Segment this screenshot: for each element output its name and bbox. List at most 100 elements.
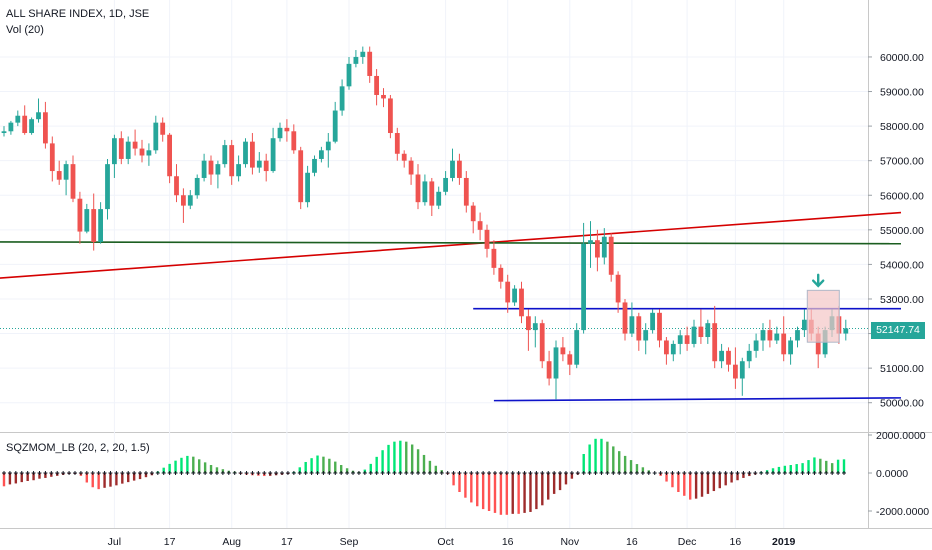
- squeeze-dot: [433, 471, 438, 475]
- candle-body: [291, 131, 297, 151]
- momentum-bar: [694, 473, 698, 499]
- squeeze-dot: [558, 471, 563, 475]
- candle-body: [174, 176, 179, 196]
- squeeze-dot: [102, 471, 107, 475]
- squeeze-dot: [776, 471, 781, 475]
- candle-body: [256, 160, 262, 168]
- candle-body: [574, 330, 580, 365]
- squeeze-dot: [43, 471, 48, 475]
- squeeze-dot: [587, 471, 592, 475]
- candle-body: [484, 229, 490, 249]
- squeeze-dot: [741, 471, 746, 475]
- squeeze-dot: [203, 471, 208, 475]
- momentum-bar: [535, 473, 538, 510]
- drawn-lines: [0, 211, 902, 402]
- squeeze-dot: [72, 471, 77, 475]
- candle-body: [843, 328, 849, 334]
- squeeze-dot: [593, 471, 598, 475]
- candle-body: [346, 63, 352, 87]
- time-tick-label: Nov: [560, 536, 579, 548]
- squeeze-dot: [422, 471, 426, 475]
- squeeze-dot: [138, 471, 143, 475]
- squeeze-dot: [747, 471, 752, 475]
- squeeze-dot: [717, 471, 722, 475]
- time-tick-label: 16: [730, 536, 742, 548]
- indicator-legend[interactable]: SQZMOM_LB (20, 2, 20, 1.5): [6, 442, 150, 454]
- time-tick-label: Aug: [222, 536, 241, 548]
- momentum-bar: [168, 463, 171, 473]
- momentum-bar: [541, 473, 544, 506]
- momentum-bar: [801, 463, 804, 473]
- time-tick-label: 17: [164, 536, 176, 548]
- momentum-bar: [369, 463, 372, 473]
- candle-body: [298, 150, 304, 203]
- squeeze-dot: [149, 471, 154, 475]
- momentum-bar: [127, 473, 130, 483]
- squeeze-dot: [640, 471, 645, 475]
- candle-body: [664, 340, 669, 355]
- momentum-bar: [612, 446, 615, 473]
- momentum-bar: [517, 473, 520, 514]
- squeeze-dot: [611, 471, 616, 475]
- squeeze-dot: [504, 471, 509, 475]
- squeeze-dot: [90, 471, 95, 475]
- squeeze-dot: [120, 471, 125, 475]
- momentum-bar: [8, 473, 12, 485]
- squeeze-dot: [55, 471, 60, 475]
- candle-body: [560, 347, 566, 355]
- time-axis[interactable]: Jul 17 Aug 17 Sep Oct 16 Nov 16 Dec 16 2019: [108, 536, 796, 548]
- momentum-bar: [44, 473, 47, 478]
- momentum-bar: [783, 465, 787, 473]
- squeeze-dot: [209, 471, 214, 475]
- volume-label[interactable]: Vol (20): [6, 24, 44, 36]
- price-tick-label: 55000.00: [880, 225, 924, 237]
- squeeze-dot: [782, 471, 787, 475]
- momentum-bar: [588, 444, 591, 473]
- squeeze-dot: [457, 471, 462, 475]
- candle-body: [374, 75, 379, 95]
- squeeze-dot: [345, 471, 350, 475]
- candle-body: [208, 160, 214, 175]
- candle-body: [270, 138, 276, 172]
- candle-body: [774, 333, 780, 341]
- candle-body: [512, 288, 517, 303]
- squeeze-dot: [475, 471, 480, 475]
- squeeze-dot: [765, 471, 770, 475]
- indicator-axis[interactable]: 2000.0000 0.0000 -2000.0000: [868, 430, 929, 518]
- squeeze-dot: [161, 471, 166, 475]
- momentum-bar: [109, 473, 112, 487]
- candle-body: [153, 122, 159, 151]
- squeeze-dot: [185, 471, 190, 475]
- candle-body: [595, 240, 600, 258]
- squeeze-dot: [522, 471, 527, 475]
- squeeze-dot: [416, 471, 421, 475]
- candle-body: [802, 319, 807, 331]
- candle-body: [332, 110, 338, 142]
- squeeze-dot: [581, 471, 586, 475]
- price-axis[interactable]: 50000.0051000.0052000.0053000.0054000.00…: [868, 52, 924, 410]
- candle-body: [546, 361, 552, 379]
- highlight-box: [806, 289, 840, 343]
- lower-channel-line: [493, 397, 902, 402]
- momentum-bar: [26, 473, 29, 481]
- momentum-bar: [381, 450, 384, 473]
- momentum-bar: [677, 473, 680, 492]
- squeeze-dot: [19, 471, 24, 475]
- squeeze-dot: [31, 471, 36, 475]
- momentum-bar: [215, 467, 219, 473]
- candle-body: [636, 316, 642, 341]
- momentum-bar: [334, 461, 337, 473]
- candle-body: [243, 141, 248, 165]
- symbol-title[interactable]: ALL SHARE INDEX, 1D, JSE: [6, 8, 150, 20]
- momentum-bar: [322, 456, 325, 473]
- momentum-bar: [387, 444, 390, 473]
- squeeze-dot: [238, 471, 243, 475]
- candle-body: [388, 98, 393, 134]
- price-tick-label: 50000.00: [880, 398, 924, 410]
- momentum-bar: [511, 473, 514, 514]
- momentum-bar: [14, 473, 18, 484]
- momentum-bar: [706, 473, 710, 494]
- squeeze-dot: [836, 471, 841, 475]
- squeeze-dot: [280, 471, 285, 475]
- squeeze-dot: [487, 471, 492, 475]
